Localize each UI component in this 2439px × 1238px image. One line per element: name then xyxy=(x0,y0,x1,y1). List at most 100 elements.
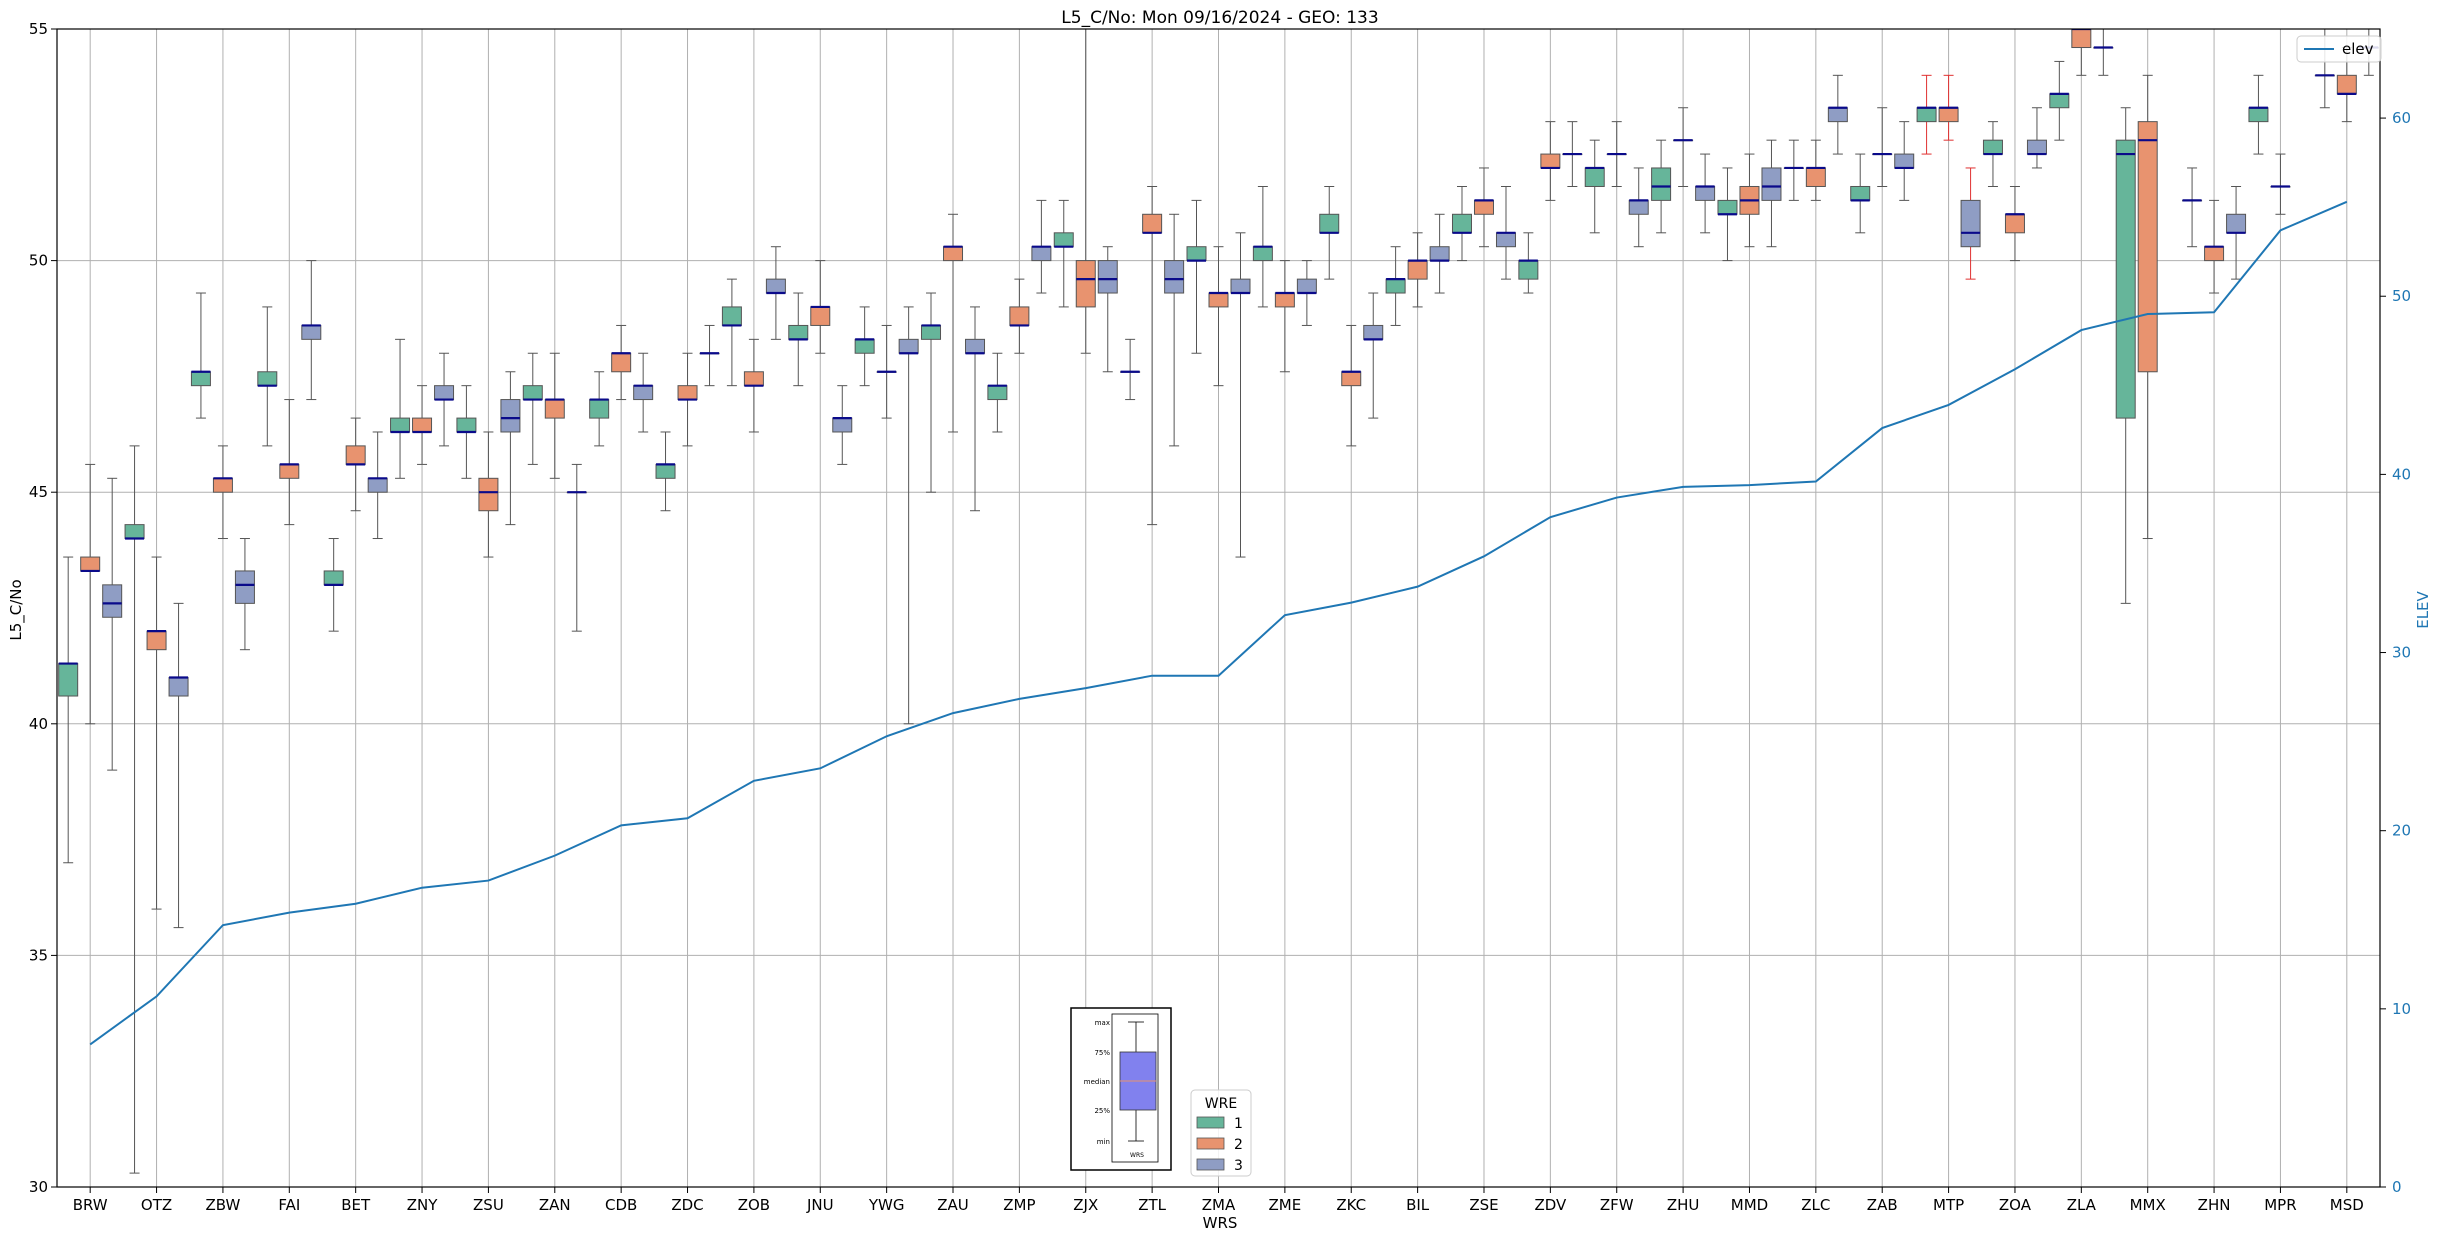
box-wrs-zlc-wre-1 xyxy=(1783,139,1804,201)
wre-legend-swatch-1 xyxy=(1196,1116,1225,1129)
wre-legend: WRE 1 2 3 xyxy=(1190,1089,1252,1177)
box-body xyxy=(279,463,300,479)
box-key-inset: max 75% median 25% min WRS xyxy=(1070,1007,1172,1171)
box-wrs-mpr-wre-2 xyxy=(2270,153,2291,215)
box-body xyxy=(1208,292,1229,308)
x-tick-label: MSD xyxy=(2330,1196,2364,1214)
box-wrs-zob-wre-2 xyxy=(743,338,764,433)
box-wrs-mmx-wre-1 xyxy=(2115,107,2136,604)
y2-tick-label: 40 xyxy=(2392,465,2411,483)
box-body xyxy=(1451,213,1472,234)
box-body xyxy=(677,385,698,401)
box-body xyxy=(2226,213,2247,234)
box-wrs-zob-wre-3 xyxy=(765,246,786,340)
elev-legend-frame xyxy=(2296,35,2382,63)
box-body xyxy=(987,385,1008,401)
box-body xyxy=(478,477,499,512)
box-body xyxy=(1097,260,1118,294)
box-wrs-cdb-wre-3 xyxy=(633,352,654,433)
box-wrs-zse-wre-3 xyxy=(1495,185,1516,280)
box-wrs-zkc-wre-1 xyxy=(1319,185,1340,280)
x-tick-label: BET xyxy=(341,1196,371,1214)
box-wrs-fai-wre-3 xyxy=(301,260,322,401)
box-body xyxy=(2204,246,2225,262)
box-wrs-zla-wre-1 xyxy=(2049,60,2070,141)
box-wrs-zny-wre-2 xyxy=(412,385,433,465)
box-wrs-brw-wre-1 xyxy=(58,556,79,864)
box-wrs-zsu-wre-2 xyxy=(478,431,499,558)
box-body xyxy=(2248,107,2269,123)
box-body xyxy=(1805,167,1826,187)
box-body xyxy=(1407,260,1428,280)
box-wrs-zmp-wre-1 xyxy=(987,352,1008,433)
box-body xyxy=(1894,153,1915,169)
box-body xyxy=(765,278,786,294)
box-wrs-zsu-wre-3 xyxy=(500,371,521,526)
x-tick-label: ZDC xyxy=(671,1196,703,1214)
box-key-label-q1: 25% xyxy=(1094,1107,1110,1115)
box-body xyxy=(323,570,344,586)
box-wrs-zfw-wre-2 xyxy=(1606,121,1627,187)
box-wrs-zny-wre-3 xyxy=(434,352,455,447)
x-tick-label: ZLA xyxy=(2067,1196,2097,1214)
wre-legend-swatch-3 xyxy=(1196,1158,1225,1171)
box-wrs-otz-wre-1 xyxy=(124,445,145,1174)
x-tick-label: CDB xyxy=(605,1196,637,1214)
x-tick-label: OTZ xyxy=(141,1196,172,1214)
box-wrs-mtp-wre-1 xyxy=(1916,74,1937,155)
box-body xyxy=(898,338,919,354)
box-body xyxy=(1031,246,1052,262)
box-key-label-q3: 75% xyxy=(1094,1049,1110,1057)
box-body xyxy=(544,399,565,419)
box-wrs-ztl-wre-1 xyxy=(1120,338,1141,401)
box-wrs-zan-wre-1 xyxy=(522,352,543,465)
box-body xyxy=(102,584,123,618)
box-wrs-bil-wre-3 xyxy=(1429,213,1450,294)
x-tick-label: ZSU xyxy=(473,1196,504,1214)
box-wrs-mmd-wre-3 xyxy=(1761,139,1782,248)
y2-tick-label: 50 xyxy=(2392,287,2411,305)
box-wrs-zkc-wre-3 xyxy=(1363,292,1384,419)
box-body xyxy=(412,417,433,433)
box-wrs-zdc-wre-1 xyxy=(655,431,676,512)
box-wrs-zjx-wre-2 xyxy=(1075,29,1096,354)
box-wrs-zan-wre-3 xyxy=(566,463,587,632)
box-wrs-zau-wre-1 xyxy=(921,292,942,493)
box-body xyxy=(345,445,366,465)
box-wrs-zab-wre-3 xyxy=(1894,121,1915,201)
box-wrs-zbw-wre-3 xyxy=(234,538,255,651)
x-tick-label: MMX xyxy=(2130,1196,2166,1214)
box-wrs-zoa-wre-3 xyxy=(2026,107,2047,169)
x-tick-label: MTP xyxy=(1933,1196,1964,1214)
box-wrs-zhn-wre-3 xyxy=(2226,185,2247,280)
x-tick-label: ZOA xyxy=(1999,1196,2032,1214)
box-wrs-zfw-wre-1 xyxy=(1584,139,1605,234)
box-body xyxy=(655,463,676,479)
box-body xyxy=(1518,260,1539,280)
box-wrs-zoa-wre-2 xyxy=(2004,185,2025,262)
box-body xyxy=(1584,167,1605,187)
box-wrs-brw-wre-3 xyxy=(102,477,123,771)
y-tick-label: 50 xyxy=(29,252,48,270)
x-tick-label: ZKC xyxy=(1336,1196,1366,1214)
y2-tick-label: 0 xyxy=(2392,1178,2402,1196)
box-body xyxy=(1341,371,1362,387)
box-wrs-zlc-wre-2 xyxy=(1805,139,1826,201)
box-wrs-bet-wre-1 xyxy=(323,538,344,632)
box-wrs-ywg-wre-1 xyxy=(854,306,875,387)
box-wrs-bil-wre-2 xyxy=(1407,232,1428,308)
box-wrs-zau-wre-3 xyxy=(965,306,986,512)
y-tick-label: 55 xyxy=(29,20,48,38)
x-tick-label: ZDV xyxy=(1534,1196,1567,1214)
box-body xyxy=(1274,292,1295,308)
y2-tick-label: 60 xyxy=(2392,109,2411,127)
box-wrs-zbw-wre-2 xyxy=(212,445,233,540)
box-body xyxy=(1363,324,1384,340)
box-body xyxy=(1850,185,1871,201)
elev-layer xyxy=(89,200,2348,1046)
box-wrs-zdv-wre-3 xyxy=(1562,121,1583,187)
box-body xyxy=(367,477,388,493)
box-body xyxy=(301,324,322,340)
wre-legend-swatch-2 xyxy=(1196,1137,1225,1150)
